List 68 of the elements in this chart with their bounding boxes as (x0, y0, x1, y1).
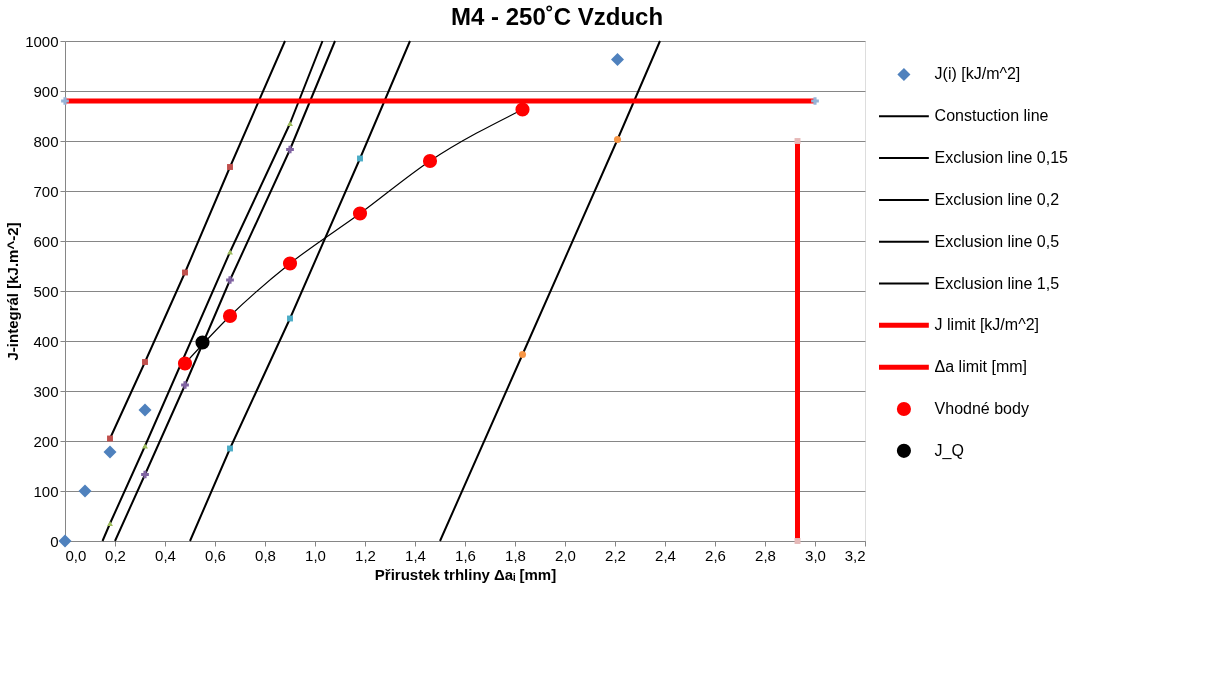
point (195, 335, 210, 350)
x-tick-label: 0,6 (205, 546, 226, 564)
x-tick-label: 1,6 (455, 546, 476, 564)
legend-label: Δa limit [mm] (934, 358, 1028, 376)
x-axis-title: Přirustek trhliny Δaᵢ [mm] (374, 565, 557, 583)
x-tick-label: 2,8 (755, 546, 776, 564)
point (227, 164, 233, 170)
point (227, 249, 233, 255)
point (422, 153, 438, 169)
legend-label: Exclusion line 1,5 (934, 274, 1060, 292)
y-tick-label: 0 (50, 532, 59, 550)
y-tick-label: 400 (33, 332, 59, 350)
point (222, 308, 238, 324)
y-tick-label: 600 (33, 232, 59, 250)
point (610, 52, 625, 67)
y-tick-label: 1000 (25, 32, 59, 50)
x-tick-label: 3,2 (844, 546, 866, 564)
x-tick-label: 1,8 (505, 546, 526, 564)
y-tick-label: 900 (33, 82, 59, 100)
point (811, 97, 819, 105)
point (142, 443, 148, 449)
x-tick-label: 0,2 (105, 546, 126, 564)
legend-label: Exclusion line 0,2 (934, 190, 1060, 208)
x-tick-label: 0,4 (155, 546, 176, 564)
point (103, 445, 117, 459)
point (282, 256, 298, 271)
y-tick-label: 300 (33, 382, 59, 400)
x-tick-label: 2,4 (655, 546, 676, 564)
legend-label: J_Q (934, 441, 964, 460)
x-tick-label: 0,8 (255, 546, 276, 564)
y-axis-title: J-integrál [kJ.m^-2] (4, 222, 22, 361)
point (286, 145, 294, 154)
line-series (439, 40, 661, 542)
legend-label: Exclusion line 0,15 (934, 149, 1069, 167)
point (177, 356, 193, 371)
point (181, 381, 189, 389)
y-tick-label: 800 (33, 132, 59, 150)
x-tick-label: 1,4 (405, 546, 426, 564)
point (518, 350, 527, 359)
x-tick-label: 2,2 (605, 546, 626, 564)
point (141, 470, 149, 479)
y-tick-label: 500 (33, 282, 59, 300)
point (78, 484, 92, 498)
y-tick-label: 700 (33, 182, 59, 200)
x-tick-label: 0,0 (65, 546, 87, 564)
x-tick-label: 3,0 (805, 546, 826, 564)
point (287, 120, 293, 127)
x-tick-label: 2,6 (705, 546, 726, 564)
legend-label: Constuction line (934, 107, 1049, 125)
legend-label: J(i) [kJ/m^2] (934, 65, 1021, 83)
point (352, 206, 368, 221)
point (107, 520, 113, 527)
point (515, 102, 530, 117)
x-tick-label: 1,2 (355, 546, 376, 564)
y-tick-label: 100 (33, 482, 59, 500)
point (142, 359, 148, 365)
y-tick-label: 200 (33, 432, 59, 450)
point (226, 276, 234, 284)
point (58, 534, 72, 548)
x-tick-label: 1,0 (305, 546, 326, 564)
chart-title: M4 - 250˚C Vzduch (451, 2, 664, 30)
legend-label: Vhodné body (934, 400, 1029, 417)
x-tick-label: 2,0 (555, 546, 576, 564)
point (138, 403, 152, 417)
legend-label: J limit [kJ/m^2] (934, 316, 1039, 334)
point (613, 135, 622, 144)
legend-label: Exclusion line 0,5 (934, 232, 1060, 250)
point (61, 97, 69, 105)
